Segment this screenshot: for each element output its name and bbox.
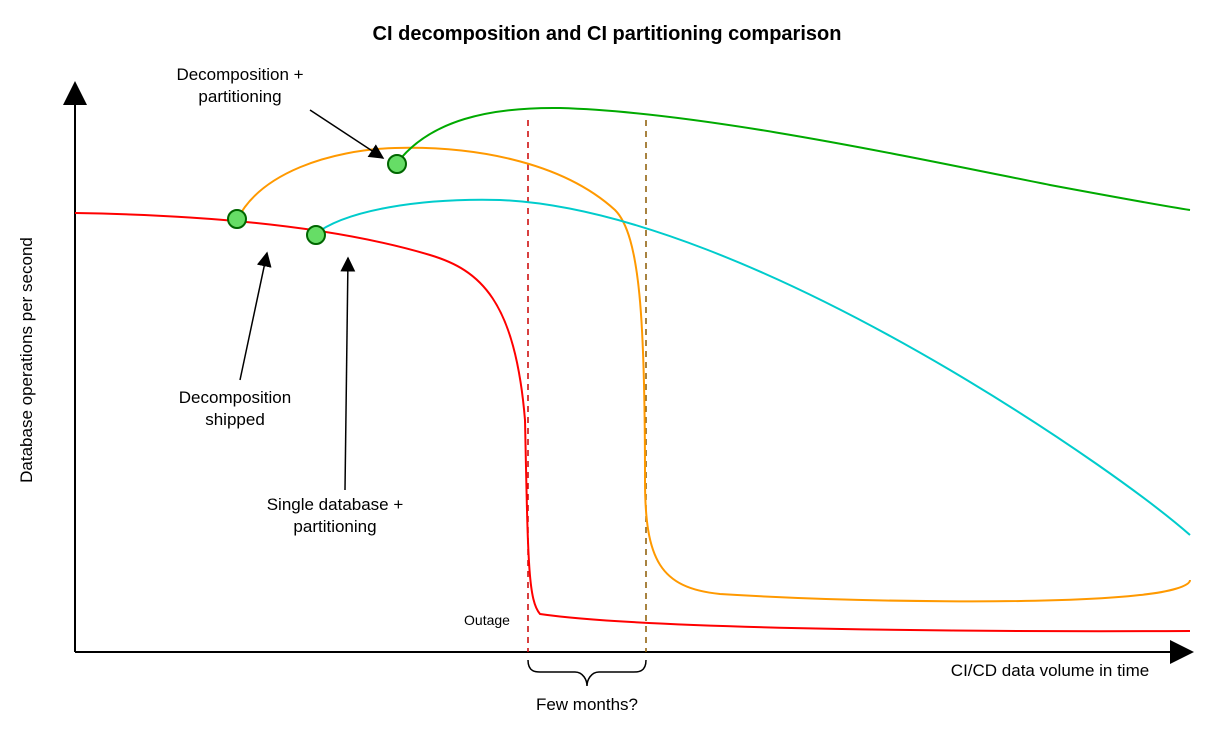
- chart-svg: CI decomposition and CI partitioning com…: [0, 0, 1214, 744]
- time-bracket: [528, 660, 646, 686]
- annotation-arrows: [240, 110, 383, 490]
- label-single-database-partitioning-2: partitioning: [293, 517, 376, 536]
- annotation-arrow: [240, 253, 267, 380]
- x-axis-label: CI/CD data volume in time: [951, 661, 1149, 680]
- label-single-database-partitioning: Single database +: [267, 495, 404, 514]
- annotation-arrow: [345, 258, 348, 490]
- event-marker-dot: [228, 210, 246, 228]
- chart-title: CI decomposition and CI partitioning com…: [373, 23, 842, 45]
- label-decomposition-shipped-2: shipped: [205, 410, 265, 429]
- event-markers: [228, 155, 406, 244]
- y-axis-label: Database operations per second: [17, 237, 36, 483]
- annotation-arrow: [310, 110, 383, 158]
- chart-container: CI decomposition and CI partitioning com…: [0, 0, 1214, 744]
- label-decomposition-partitioning-2: partitioning: [198, 87, 281, 106]
- label-decomposition-shipped: Decomposition: [179, 388, 291, 407]
- label-few-months: Few months?: [536, 695, 638, 714]
- label-outage: Outage: [464, 612, 510, 628]
- curve-single-db-partitioning-cyan: [314, 200, 1190, 535]
- curve-decomposition-orange: [237, 148, 1190, 602]
- outage-markers: [528, 120, 646, 652]
- curve-decomposition-partitioning-green: [397, 108, 1190, 210]
- label-decomposition-partitioning: Decomposition +: [176, 65, 303, 84]
- event-marker-dot: [307, 226, 325, 244]
- event-marker-dot: [388, 155, 406, 173]
